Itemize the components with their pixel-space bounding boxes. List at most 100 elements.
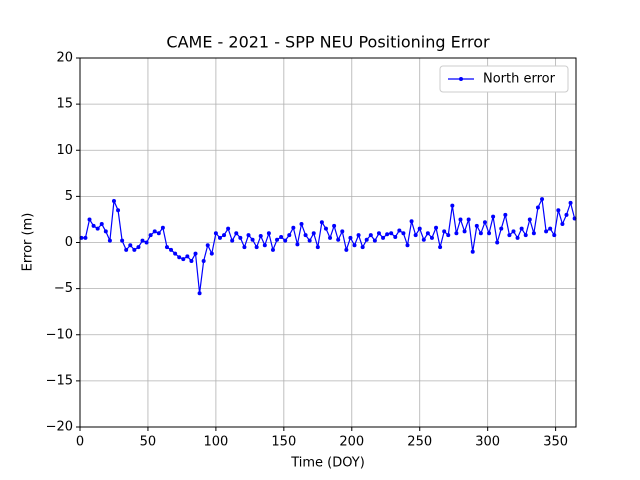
y-tick-label: 0 xyxy=(65,235,73,250)
data-point xyxy=(217,235,222,240)
data-point xyxy=(148,233,153,238)
data-point xyxy=(181,257,186,262)
data-point xyxy=(189,258,194,263)
x-tick-label: 350 xyxy=(543,435,568,450)
data-point xyxy=(95,226,100,231)
data-point xyxy=(128,243,133,248)
data-point xyxy=(234,231,239,236)
data-point xyxy=(515,235,520,240)
data-point xyxy=(254,245,259,250)
data-point xyxy=(222,233,227,238)
data-point xyxy=(495,240,500,245)
x-tick-label: 300 xyxy=(475,435,500,450)
y-tick-label: −15 xyxy=(46,373,73,388)
data-point xyxy=(124,247,129,252)
data-point xyxy=(429,235,434,240)
data-point xyxy=(291,225,296,230)
data-point xyxy=(360,245,365,250)
data-point xyxy=(311,231,316,236)
data-point xyxy=(230,238,235,243)
data-point xyxy=(560,222,565,227)
data-point xyxy=(446,233,451,238)
data-point xyxy=(319,220,324,225)
data-point xyxy=(209,251,214,256)
data-point xyxy=(103,229,108,234)
data-point xyxy=(470,249,475,254)
data-point xyxy=(169,247,174,252)
data-point xyxy=(107,238,112,243)
data-point xyxy=(348,235,353,240)
data-point xyxy=(164,245,169,250)
y-tick-label: 10 xyxy=(56,143,73,158)
data-point xyxy=(527,217,532,222)
data-point xyxy=(160,225,165,230)
data-point xyxy=(205,243,210,248)
data-point xyxy=(503,212,508,217)
data-point xyxy=(336,237,341,242)
data-point xyxy=(283,238,288,243)
data-point xyxy=(364,237,369,242)
x-tick-label: 0 xyxy=(76,435,84,450)
data-point xyxy=(450,203,455,208)
data-point xyxy=(340,229,345,234)
data-point xyxy=(535,205,540,210)
data-point xyxy=(381,235,386,240)
data-point xyxy=(116,208,121,213)
data-point xyxy=(552,233,557,238)
data-point xyxy=(474,223,479,228)
legend-box xyxy=(439,65,569,93)
chart-title: CAME - 2021 - SPP NEU Positioning Error xyxy=(166,33,490,52)
data-point xyxy=(482,220,487,225)
data-point xyxy=(556,208,561,213)
data-point xyxy=(250,237,255,242)
data-point xyxy=(385,232,390,237)
data-point xyxy=(511,229,516,234)
data-point xyxy=(193,251,198,256)
data-point xyxy=(258,234,263,239)
data-point xyxy=(417,226,422,231)
y-tick-label: 20 xyxy=(56,51,73,66)
data-point xyxy=(242,245,247,250)
data-point xyxy=(442,229,447,234)
data-point xyxy=(279,234,284,239)
data-point xyxy=(328,235,333,240)
data-point xyxy=(323,226,328,231)
data-point xyxy=(152,229,157,234)
data-point xyxy=(405,243,410,248)
data-point xyxy=(499,226,504,231)
y-tick-label: −20 xyxy=(46,420,73,435)
data-point xyxy=(83,235,88,240)
data-point xyxy=(397,228,402,233)
y-tick-label: 5 xyxy=(65,189,73,204)
y-tick-label: −10 xyxy=(46,327,73,342)
data-point xyxy=(352,243,357,248)
data-point xyxy=(487,231,492,236)
x-tick-label: 100 xyxy=(203,435,228,450)
data-point xyxy=(462,229,467,234)
data-point xyxy=(409,219,414,224)
data-point xyxy=(401,231,406,236)
data-point xyxy=(425,231,430,236)
data-line xyxy=(81,197,576,294)
data-point xyxy=(213,231,218,236)
data-point xyxy=(144,240,149,245)
x-tick-label: 250 xyxy=(407,435,432,450)
data-point xyxy=(478,231,483,236)
data-point xyxy=(523,233,528,238)
data-point xyxy=(372,238,377,243)
data-point xyxy=(540,197,545,202)
data-point xyxy=(140,238,145,243)
data-point xyxy=(389,231,394,236)
y-tick-label: −5 xyxy=(54,281,73,296)
data-point xyxy=(491,214,496,219)
data-point xyxy=(531,231,536,236)
legend-label: North error xyxy=(483,72,556,87)
data-point xyxy=(507,233,512,238)
data-point xyxy=(132,247,137,252)
data-point xyxy=(413,233,418,238)
data-point xyxy=(519,226,524,231)
x-axis-label: Time (DOY) xyxy=(290,456,365,471)
data-point xyxy=(544,229,549,234)
data-point xyxy=(438,245,443,250)
